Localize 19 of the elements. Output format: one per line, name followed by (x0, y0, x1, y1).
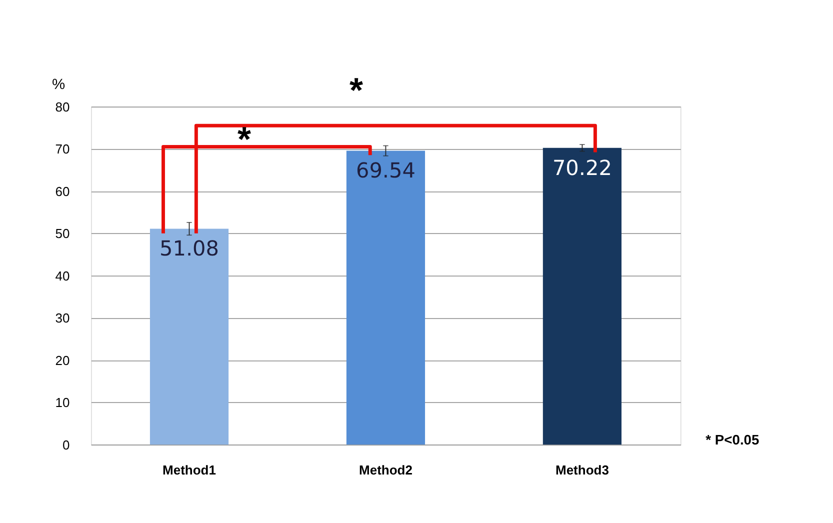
y-tick-label: 50 (55, 226, 70, 242)
data-label: 70.22 (552, 156, 612, 180)
annotation: * (238, 120, 252, 159)
y-axis-title: % (52, 77, 66, 94)
y-tick-label: 70 (55, 142, 70, 157)
y-tick-label: 30 (55, 310, 70, 326)
x-tick-label: Method3 (555, 462, 609, 478)
annotation: * (350, 72, 364, 110)
text: * P<0.05 (706, 432, 760, 448)
x-tick-label: Method1 (162, 462, 216, 478)
x-tick-label: Method2 (359, 462, 412, 478)
data-label: 69.54 (356, 158, 416, 183)
y-tick-label: 40 (55, 268, 70, 284)
y-tick-label: 0 (62, 437, 70, 452)
data-label: 51.08 (159, 236, 220, 261)
y-tick-label: 20 (55, 352, 70, 368)
y-tick-label: 80 (55, 99, 70, 114)
y-tick-label: 10 (55, 395, 70, 410)
y-tick-label: 60 (55, 184, 70, 199)
